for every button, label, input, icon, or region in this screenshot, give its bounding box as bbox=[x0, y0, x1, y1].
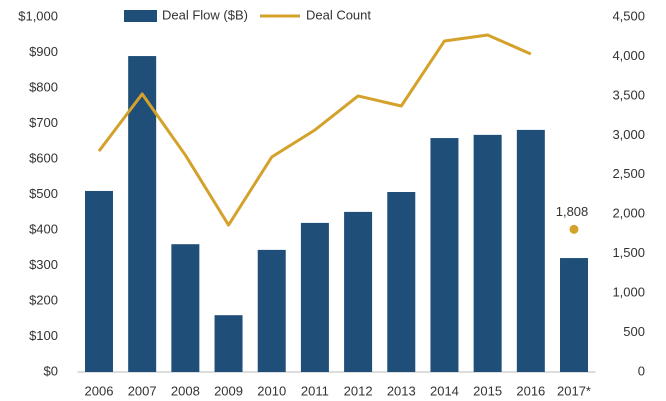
x-tick-label: 2010 bbox=[257, 383, 286, 398]
y2-tick-label: 500 bbox=[623, 324, 645, 339]
bar bbox=[300, 222, 329, 372]
data-label: 1,808 bbox=[556, 204, 589, 219]
x-tick-label: 2009 bbox=[214, 383, 243, 398]
bar bbox=[344, 211, 373, 372]
bar bbox=[430, 138, 459, 372]
x-tick-label: 2013 bbox=[387, 383, 416, 398]
x-tick-label: 2011 bbox=[301, 383, 329, 398]
legend-swatch bbox=[124, 10, 157, 22]
highlight-point bbox=[569, 224, 579, 234]
y2-tick-label: 2,500 bbox=[612, 166, 645, 181]
y2-tick-label: 1,000 bbox=[612, 285, 645, 300]
y-tick-label: $200 bbox=[29, 292, 58, 307]
x-tick-label: 2008 bbox=[171, 383, 200, 398]
x-tick-label: 2007 bbox=[128, 383, 157, 398]
y2-tick-label: 4,500 bbox=[612, 8, 645, 23]
y-tick-label: $300 bbox=[29, 257, 58, 272]
y-tick-label: $100 bbox=[29, 328, 58, 343]
y2-tick-label: 3,500 bbox=[612, 87, 645, 102]
bar bbox=[257, 249, 286, 372]
bar bbox=[171, 244, 200, 372]
x-tick-label: 2017* bbox=[557, 383, 591, 398]
y-tick-label: $800 bbox=[29, 79, 58, 94]
bar bbox=[84, 190, 113, 372]
y-tick-label: $0 bbox=[44, 363, 58, 378]
x-tick-label: 2016 bbox=[516, 383, 545, 398]
y2-tick-label: 4,000 bbox=[612, 48, 645, 63]
bar bbox=[387, 192, 416, 372]
y-tick-label: $500 bbox=[29, 186, 58, 201]
y-tick-label: $1,000 bbox=[18, 8, 58, 23]
line bbox=[97, 33, 532, 227]
y-tick-label: $700 bbox=[29, 115, 58, 130]
y2-tick-label: 1,500 bbox=[612, 245, 645, 260]
y-tick-label: $600 bbox=[29, 150, 58, 165]
legend-label: Deal Flow ($B) bbox=[162, 7, 248, 22]
y2-tick-label: 2,000 bbox=[612, 206, 645, 221]
x-tick-label: 2006 bbox=[85, 383, 114, 398]
legend-label: Deal Count bbox=[306, 7, 371, 22]
y2-tick-label: 3,000 bbox=[612, 127, 645, 142]
bar bbox=[516, 129, 545, 372]
y-tick-label: $900 bbox=[29, 44, 58, 59]
y-tick-label: $400 bbox=[29, 221, 58, 236]
bar bbox=[560, 258, 589, 372]
x-tick-label: 2015 bbox=[473, 383, 502, 398]
bar bbox=[473, 134, 502, 372]
bar bbox=[128, 56, 157, 373]
bar bbox=[214, 315, 243, 372]
x-tick-label: 2014 bbox=[430, 383, 459, 398]
y2-tick-label: 0 bbox=[638, 363, 645, 378]
x-tick-label: 2012 bbox=[344, 383, 373, 398]
